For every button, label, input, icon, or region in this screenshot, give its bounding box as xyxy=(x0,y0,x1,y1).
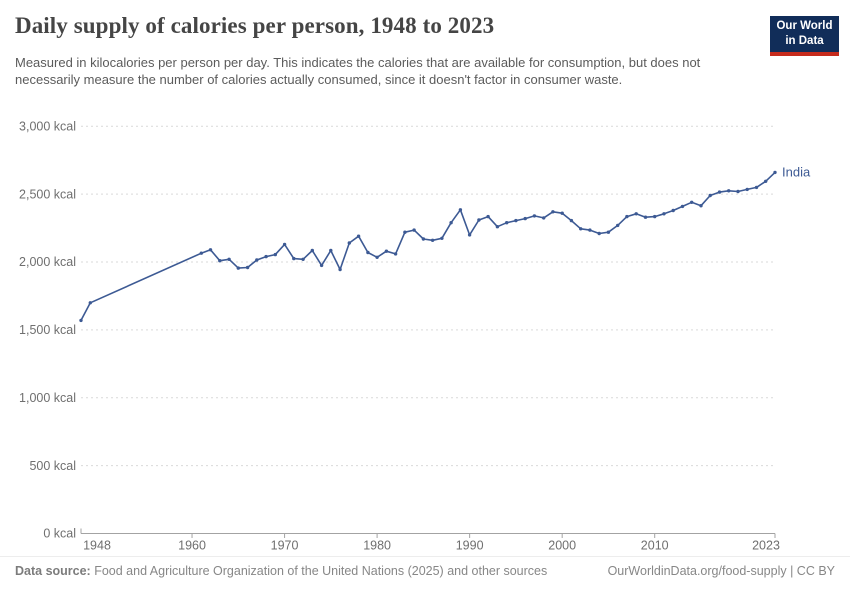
data-point-2006[interactable] xyxy=(616,223,620,228)
data-point-1974[interactable] xyxy=(319,263,324,268)
data-point-1976[interactable] xyxy=(338,267,342,272)
data-point-1980[interactable] xyxy=(375,255,379,259)
chart-footer: Data source: Food and Agriculture Organi… xyxy=(0,556,850,578)
data-point-2013[interactable] xyxy=(680,204,685,209)
x-tick-label-1970: 1970 xyxy=(271,539,299,553)
chart-subtitle: Measured in kilocalories per person per … xyxy=(15,55,701,88)
data-point-2000[interactable] xyxy=(560,211,564,215)
owid-logo-line2: in Data xyxy=(785,34,824,47)
data-point-1948[interactable] xyxy=(79,318,83,323)
data-point-2004[interactable] xyxy=(597,231,601,236)
data-point-2018[interactable] xyxy=(727,189,731,193)
data-point-2002[interactable] xyxy=(579,227,583,231)
owid-logo: Our World in Data xyxy=(770,16,839,56)
x-tick-label-2010: 2010 xyxy=(641,539,669,553)
data-point-1969[interactable] xyxy=(273,252,277,257)
data-point-2017[interactable] xyxy=(717,190,722,194)
x-tick-label-1990: 1990 xyxy=(456,539,484,553)
data-point-2014[interactable] xyxy=(690,200,694,204)
x-tick-label-1960: 1960 xyxy=(178,539,206,553)
data-point-2010[interactable] xyxy=(653,214,657,219)
data-point-1995[interactable] xyxy=(514,218,518,223)
x-axis: 1948 1960 1970 1980 1990 2000 2010 2023 xyxy=(80,528,780,553)
data-point-1998[interactable] xyxy=(542,216,546,220)
y-tick-label-2000: 2,000 kcal xyxy=(19,255,76,269)
gridlines-group: 3,000 kcal 2,500 kcal 2,000 kcal 1,500 kcal… xyxy=(19,120,775,541)
data-point-1988[interactable] xyxy=(449,221,453,225)
data-point-2007[interactable] xyxy=(625,214,629,219)
data-point-1964[interactable] xyxy=(227,257,231,261)
x-tick-label-2023: 2023 xyxy=(752,539,780,553)
data-point-2021[interactable] xyxy=(754,185,759,190)
x-tick-label-1980: 1980 xyxy=(363,539,391,553)
data-point-2015[interactable] xyxy=(699,204,703,208)
data-point-1968[interactable] xyxy=(264,254,268,259)
data-point-1992[interactable] xyxy=(486,214,490,219)
owid-logo-line1: Our World xyxy=(776,20,833,32)
data-point-1997[interactable] xyxy=(532,214,537,218)
data-point-1987[interactable] xyxy=(440,236,444,240)
credit-link[interactable]: OurWorldinData.org/food-supply | CC BY xyxy=(607,564,835,578)
entity-label-india[interactable]: India xyxy=(782,165,811,180)
data-point-1985[interactable] xyxy=(421,237,426,241)
data-point-1977[interactable] xyxy=(347,241,351,245)
data-point-2019[interactable] xyxy=(736,189,740,194)
data-point-1999[interactable] xyxy=(551,210,555,214)
data-point-1966[interactable] xyxy=(245,265,250,270)
data-point-1971[interactable] xyxy=(292,256,296,261)
data-point-1986[interactable] xyxy=(430,238,435,242)
data-point-1963[interactable] xyxy=(218,259,222,263)
y-tick-label-500: 500 kcal xyxy=(29,459,76,473)
data-point-1979[interactable] xyxy=(366,250,370,255)
data-point-1994[interactable] xyxy=(505,221,509,225)
data-point-2003[interactable] xyxy=(588,228,592,232)
y-tick-label-3000: 3,000 kcal xyxy=(19,120,76,134)
data-source-text: Food and Agriculture Organization of the… xyxy=(90,564,548,578)
x-tick-label-2000: 2000 xyxy=(548,539,576,553)
data-point-1981[interactable] xyxy=(384,249,389,253)
series-india[interactable] xyxy=(79,170,777,323)
data-point-1991[interactable] xyxy=(477,218,481,222)
data-point-1982[interactable] xyxy=(393,252,398,256)
data-point-2009[interactable] xyxy=(643,215,648,219)
data-point-2011[interactable] xyxy=(662,212,666,216)
x-tick-label-1948: 1948 xyxy=(83,539,111,553)
data-point-1996[interactable] xyxy=(523,216,527,221)
data-point-2020[interactable] xyxy=(745,187,749,192)
data-source-label: Data source: xyxy=(15,564,91,578)
data-source-note: Data source: Food and Agriculture Organi… xyxy=(15,564,547,578)
data-point-1962[interactable] xyxy=(208,248,213,252)
y-tick-label-1500: 1,500 kcal xyxy=(19,323,76,337)
data-point-1970[interactable] xyxy=(282,242,287,247)
data-point-1973[interactable] xyxy=(310,248,314,253)
data-point-2022[interactable] xyxy=(764,179,768,183)
data-point-1949[interactable] xyxy=(88,301,93,305)
y-tick-label-2500: 2,500 kcal xyxy=(19,187,76,201)
data-point-2023[interactable] xyxy=(773,170,777,175)
data-point-2016[interactable] xyxy=(708,193,712,198)
data-point-1975[interactable] xyxy=(329,248,333,253)
data-point-1993[interactable] xyxy=(495,225,500,229)
data-point-2012[interactable] xyxy=(671,208,675,213)
data-point-1978[interactable] xyxy=(356,234,361,238)
data-point-1983[interactable] xyxy=(403,230,407,234)
data-point-1972[interactable] xyxy=(301,257,305,261)
data-point-2008[interactable] xyxy=(634,212,638,216)
data-point-1965[interactable] xyxy=(236,266,240,270)
data-point-2005[interactable] xyxy=(606,230,611,234)
data-point-2001[interactable] xyxy=(569,218,574,223)
data-point-1961[interactable] xyxy=(199,251,203,255)
page-title: Daily supply of calories per person, 194… xyxy=(15,13,495,38)
data-point-1967[interactable] xyxy=(255,258,259,262)
data-point-1990[interactable] xyxy=(467,233,472,237)
y-tick-label-0: 0 kcal xyxy=(43,527,76,541)
data-point-1989[interactable] xyxy=(458,208,463,212)
data-point-1984[interactable] xyxy=(412,228,416,232)
y-tick-label-1000: 1,000 kcal xyxy=(19,391,76,405)
